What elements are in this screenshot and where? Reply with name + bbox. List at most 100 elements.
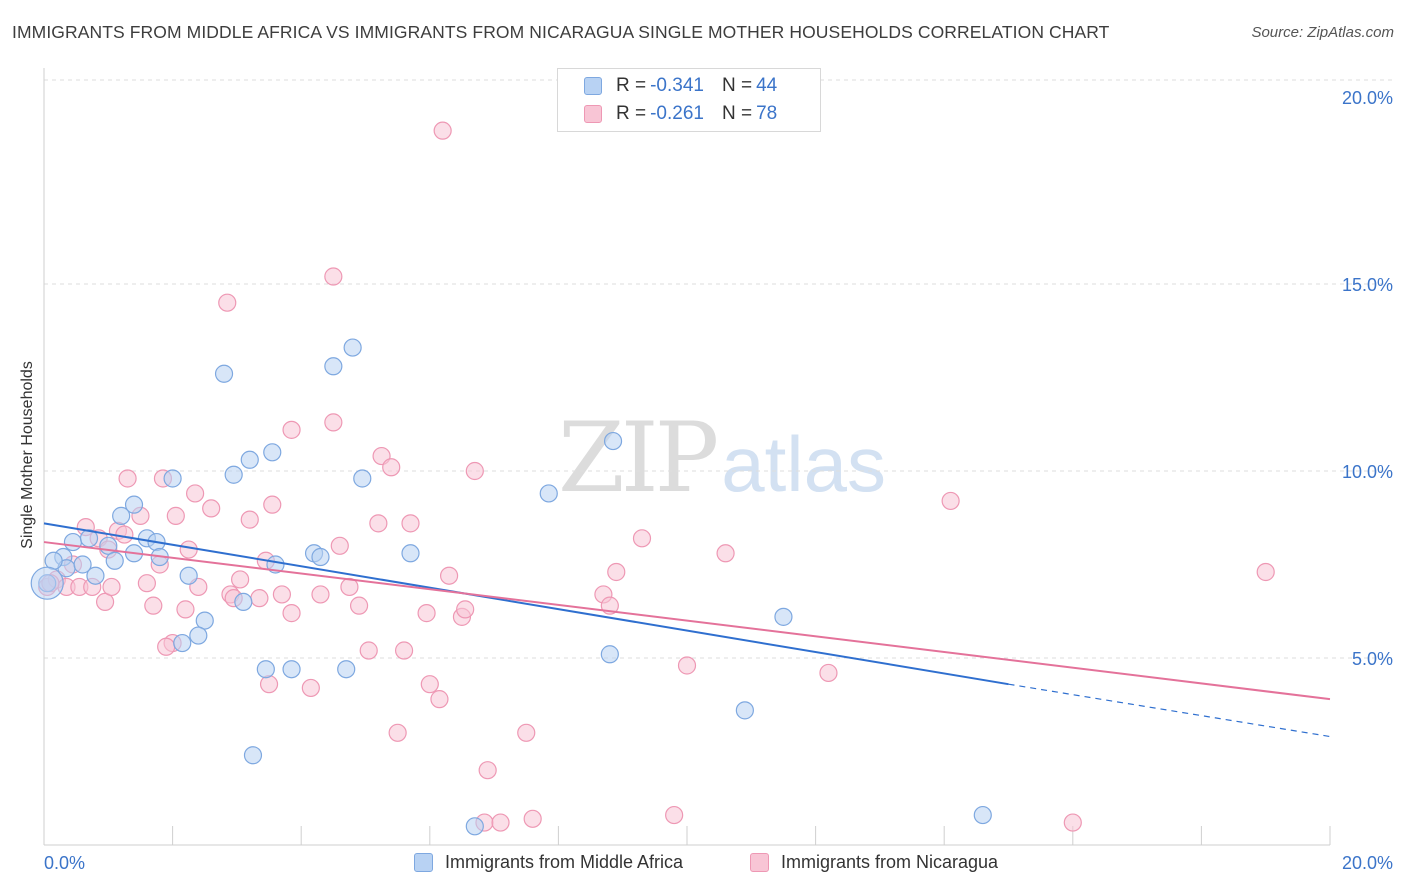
middle-africa-point [86, 566, 105, 585]
nicaragua-point [677, 656, 697, 675]
nicaragua-point [176, 600, 195, 619]
legend-swatch-pink [750, 853, 769, 872]
middle-africa-point [401, 544, 420, 563]
nicaragua-point [430, 690, 449, 709]
nicaragua-point [349, 596, 369, 615]
nicaragua-points [38, 121, 1275, 832]
middle-africa-point [263, 443, 282, 462]
legend-r-value: -0.261 [650, 103, 704, 124]
middle-africa-point [105, 551, 124, 570]
nicaragua-point [311, 585, 330, 604]
middle-africa-trend-line [43, 522, 1009, 686]
nicaragua-point [259, 675, 279, 694]
middle-africa-point [539, 484, 558, 503]
middle-africa-point [603, 431, 623, 451]
nicaragua-point [465, 461, 484, 481]
middle-africa-point [214, 364, 234, 383]
nicaragua-point [665, 805, 684, 825]
middle-africa-point [63, 532, 83, 552]
nicaragua-point [607, 562, 626, 582]
nicaragua-point [388, 723, 407, 742]
middle-africa-point [163, 469, 182, 488]
nicaragua-point [218, 293, 237, 312]
nicaragua-point [102, 577, 121, 597]
legend-label-middle-africa: Immigrants from Middle Africa [445, 852, 684, 872]
nicaragua-point [478, 761, 497, 780]
y-tick-labels: 5.0% 10.0% 15.0% 20.0% [1342, 88, 1393, 669]
middle-africa-point [224, 465, 243, 484]
nicaragua-point [369, 514, 388, 533]
nicaragua-point [272, 585, 292, 604]
x-tick-label-min: 0.0% [44, 853, 85, 873]
nicaragua-point [95, 592, 115, 612]
nicaragua-point [439, 566, 459, 585]
nicaragua-point [359, 641, 378, 660]
nicaragua-point [433, 121, 452, 140]
source-credit: Source: ZipAtlas.com [1251, 24, 1394, 41]
middle-africa-point [973, 805, 992, 825]
legend-r-value: -0.341 [650, 75, 704, 96]
legend-n-label: N = [721, 75, 753, 96]
nicaragua-point [941, 491, 960, 511]
middle-africa-point [234, 592, 253, 612]
middle-africa-point [195, 611, 214, 630]
legend-r-label: R = [616, 75, 647, 96]
middle-africa-point [112, 506, 131, 525]
legend-n-label: N = [721, 103, 753, 124]
nicaragua-point [324, 413, 343, 432]
middle-africa-point [256, 660, 275, 679]
middle-africa-point [774, 607, 793, 626]
x-tick-label-max: 20.0% [1342, 853, 1393, 873]
middle-africa-point [73, 555, 92, 574]
legend-r-label: R = [616, 103, 647, 124]
nicaragua-point [517, 723, 536, 742]
middle-africa-trend-extension [1008, 683, 1331, 738]
legend-n-value: 78 [756, 103, 778, 124]
nicaragua-point [240, 510, 259, 529]
nicaragua-point [115, 525, 134, 544]
nicaragua-point [1063, 813, 1082, 832]
chart-title: IMMIGRANTS FROM MIDDLE AFRICA VS IMMIGRA… [12, 22, 1110, 42]
nicaragua-point [819, 663, 838, 683]
middle-africa-point [173, 633, 192, 653]
nicaragua-point [301, 678, 320, 698]
grid-lines [44, 79, 1393, 659]
stats-legend: R = -0.341 N = 44 R = -0.261 N = 78 [557, 68, 821, 132]
nicaragua-point [420, 675, 439, 694]
nicaragua-point [179, 540, 198, 559]
nicaragua-point [382, 458, 401, 477]
trend-lines [43, 522, 1331, 738]
nicaragua-point [166, 506, 185, 525]
middle-africa-point [600, 645, 619, 664]
nicaragua-point [202, 499, 221, 518]
nicaragua-point [250, 589, 269, 608]
nicaragua-trend-line [43, 541, 1331, 701]
nicaragua-point [716, 544, 735, 563]
nicaragua-point [231, 570, 250, 589]
middle-africa-point [311, 547, 330, 567]
middle-africa-point [735, 701, 754, 720]
middle-africa-point [324, 357, 343, 376]
middle-africa-points [30, 338, 992, 836]
y-tick-label: 20.0% [1342, 88, 1393, 108]
legend-n-value: 44 [756, 75, 778, 96]
axes [43, 68, 1331, 846]
middle-africa-point [343, 338, 362, 357]
watermark-zip: ZIP [558, 402, 719, 514]
nicaragua-point [282, 420, 301, 439]
watermark-atlas: atlas [721, 420, 886, 508]
nicaragua-point [1256, 562, 1275, 582]
nicaragua-point [137, 574, 156, 593]
middle-africa-point [243, 746, 263, 765]
legend-label-nicaragua: Immigrants from Nicaragua [781, 852, 999, 872]
nicaragua-point [263, 495, 282, 514]
middle-africa-point [465, 817, 484, 836]
nicaragua-point [523, 809, 542, 828]
legend-swatch-pink [584, 105, 602, 123]
series-legend: Immigrants from Middle Africa Immigrants… [0, 852, 1406, 878]
nicaragua-point [632, 529, 652, 548]
watermark: ZIPatlas [558, 402, 886, 514]
middle-africa-point [124, 495, 144, 514]
nicaragua-point [456, 600, 475, 619]
